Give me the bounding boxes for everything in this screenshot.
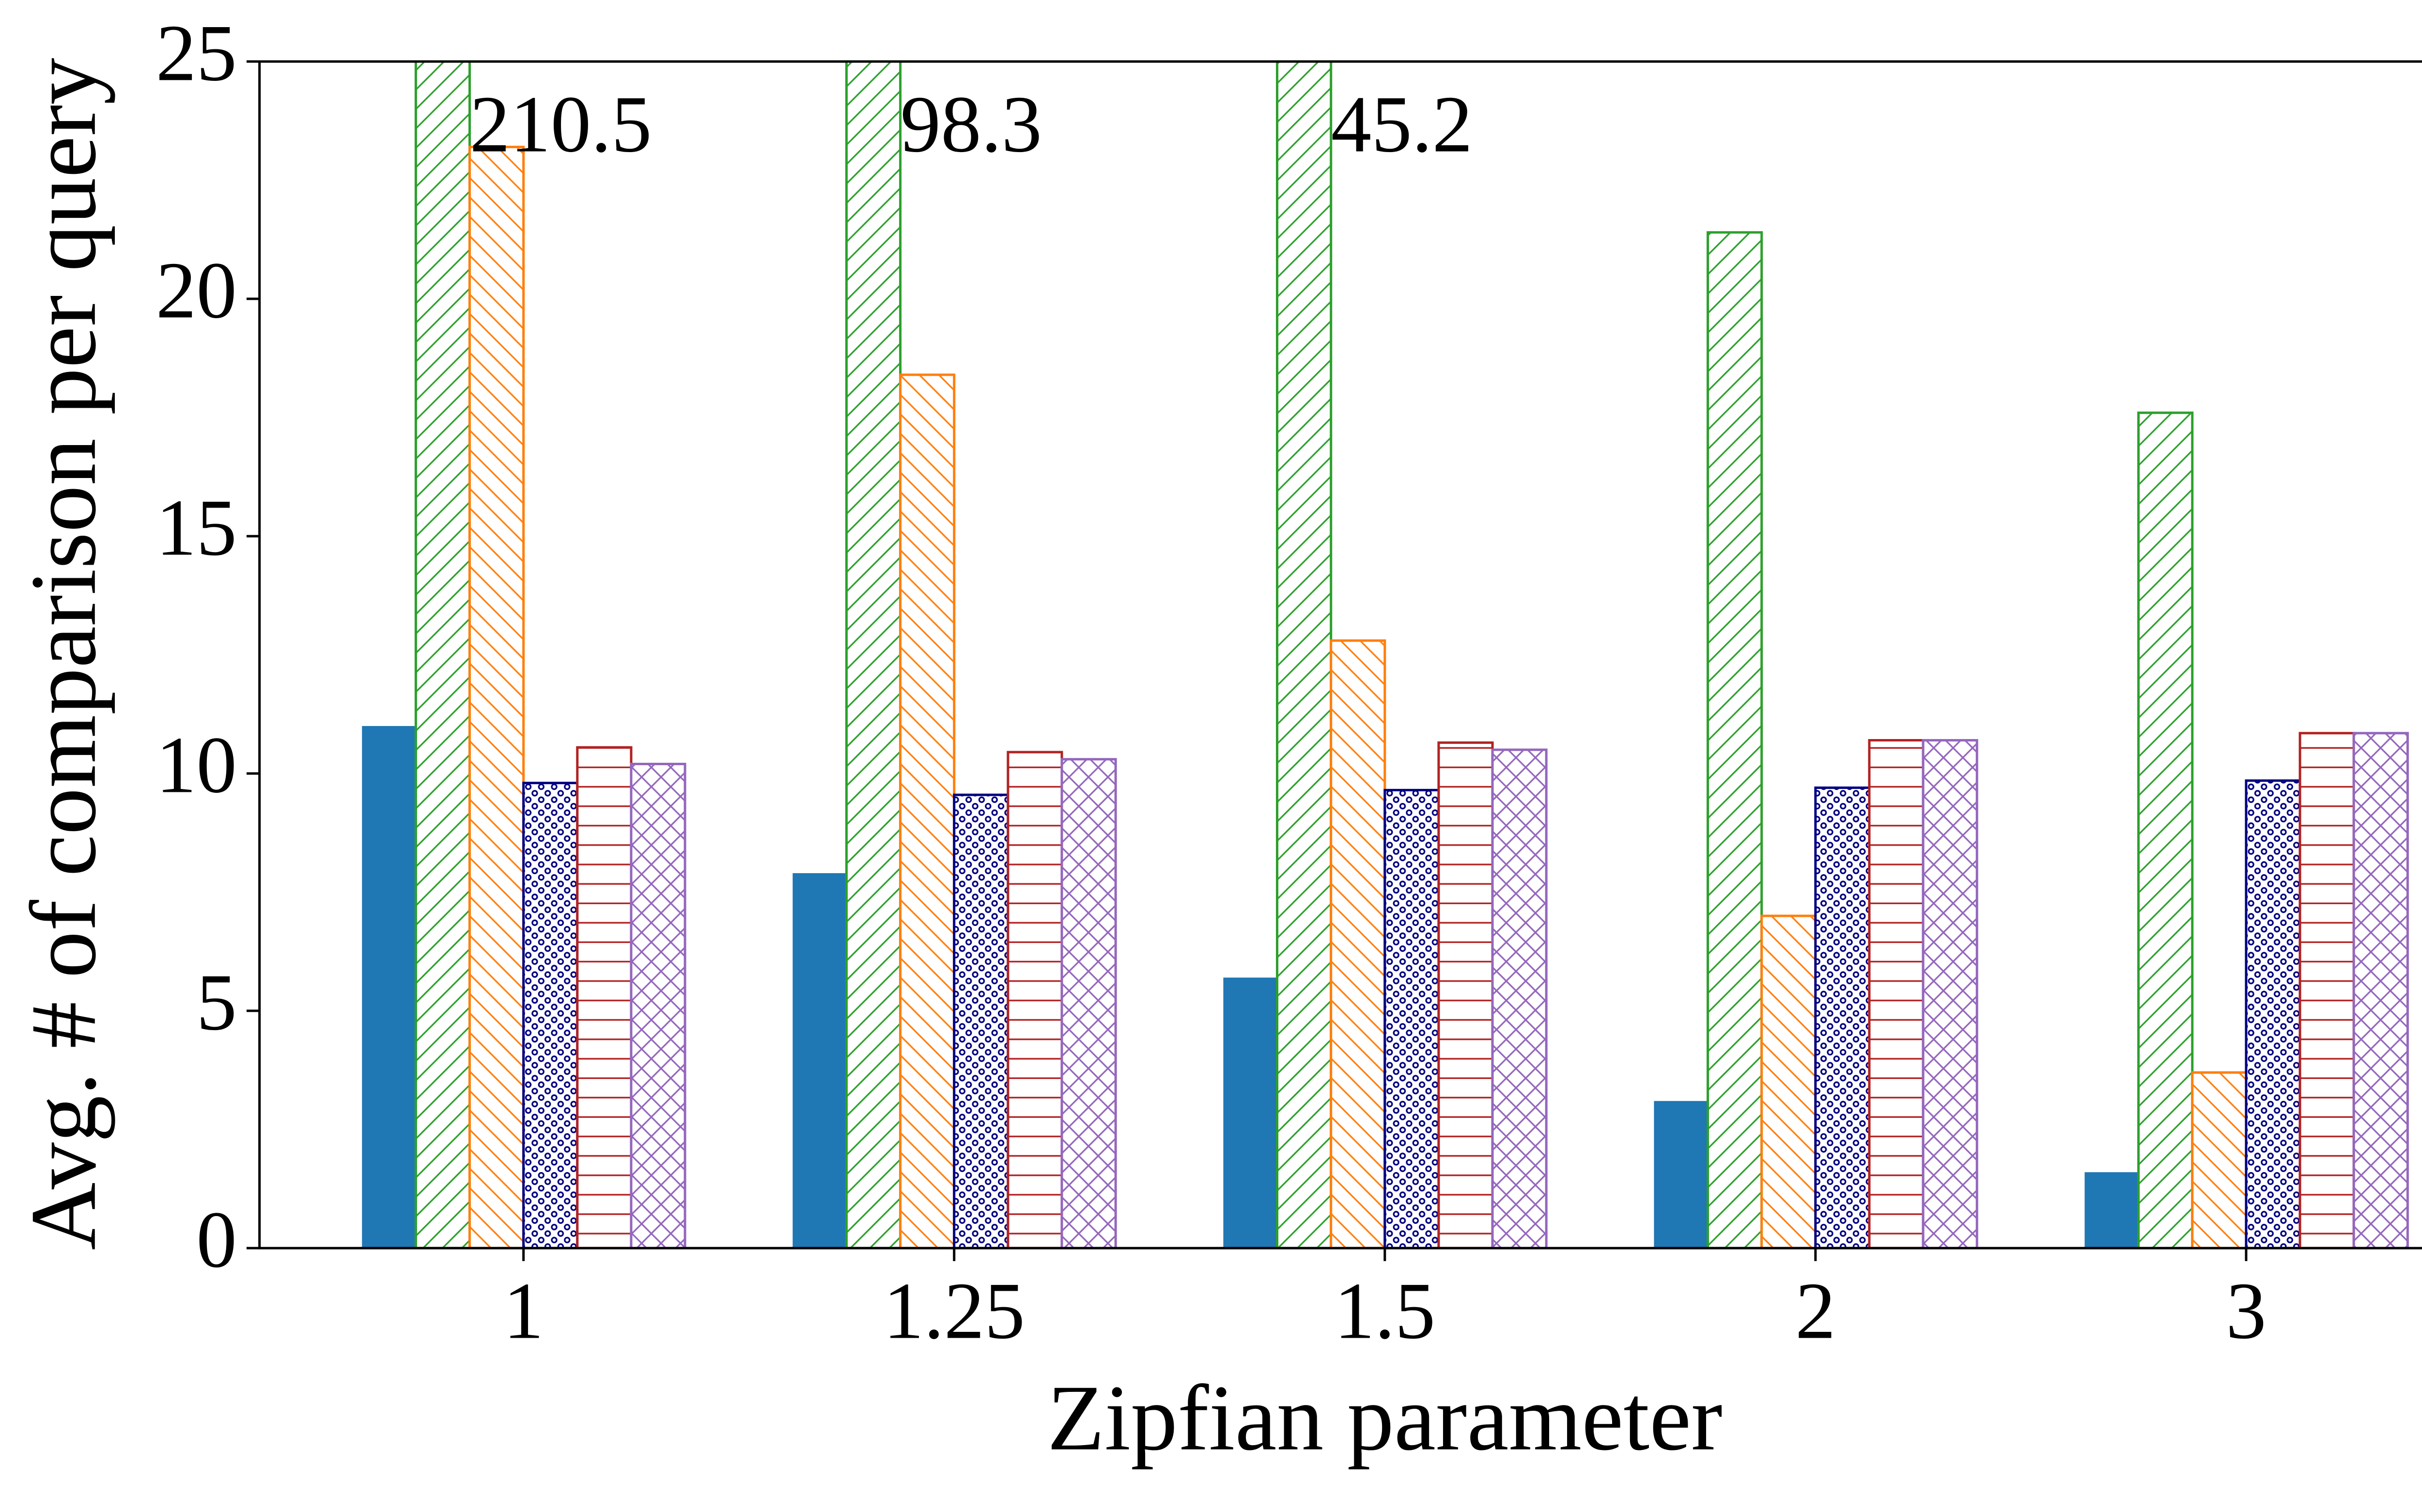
- bar: [1060, 758, 1117, 1249]
- value-label: 98.3: [900, 79, 1042, 169]
- bar: [414, 62, 471, 1249]
- bar: [899, 373, 956, 1249]
- y-tick-label: 20: [156, 246, 237, 335]
- bar: [1654, 1101, 1708, 1249]
- bar: [2137, 411, 2194, 1249]
- bar: [576, 746, 633, 1249]
- bar: [1437, 741, 1494, 1249]
- y-tick-label: 25: [156, 8, 237, 98]
- x-tick-label: 2: [1795, 1266, 1836, 1356]
- value-label: 210.5: [470, 79, 652, 169]
- bar: [522, 782, 579, 1249]
- bar: [1330, 639, 1386, 1249]
- x-tick-label: 1: [503, 1266, 544, 1356]
- bar: [1491, 748, 1548, 1249]
- bar: [1007, 751, 1063, 1249]
- value-label: 45.2: [1331, 79, 1473, 169]
- y-tick-label: 5: [196, 957, 237, 1047]
- bar: [630, 762, 686, 1249]
- y-axis-title: Avg. # of comparison per query: [11, 58, 115, 1250]
- bar: [362, 726, 416, 1249]
- bar: [1814, 786, 1871, 1249]
- bar: [1276, 62, 1333, 1249]
- x-tick-label: 1.5: [1334, 1266, 1435, 1356]
- plot-area: [362, 62, 2409, 1249]
- bar: [1760, 914, 1817, 1249]
- bar: [1707, 231, 1763, 1249]
- bar: [1383, 788, 1440, 1249]
- bar: [2298, 732, 2355, 1249]
- x-tick-label: 3: [2226, 1266, 2267, 1356]
- bar: [2084, 1172, 2139, 1249]
- y-tick-label: 0: [196, 1195, 237, 1285]
- bar: [792, 873, 847, 1249]
- bar: [2191, 1071, 2248, 1249]
- bar: [953, 793, 1009, 1249]
- bar: [1223, 977, 1277, 1249]
- bar: [1922, 739, 1978, 1249]
- x-axis-title: Zipfian parameter: [1047, 1366, 1723, 1470]
- bar: [468, 145, 525, 1249]
- y-tick-label: 15: [156, 483, 237, 572]
- bar: [1868, 739, 1925, 1249]
- x-tick-label: 1.25: [884, 1266, 1025, 1356]
- bar: [845, 62, 902, 1249]
- y-tick-label: 10: [156, 720, 237, 810]
- bar: [2352, 732, 2409, 1249]
- bar: [2245, 779, 2301, 1249]
